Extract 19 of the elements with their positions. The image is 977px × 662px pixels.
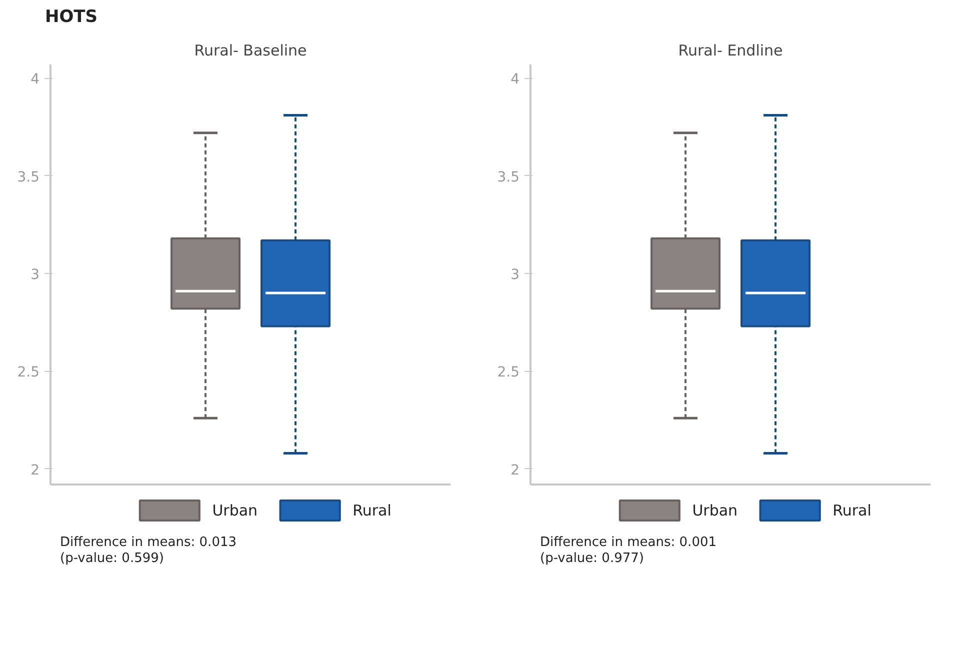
chart-subtitle: Rural- Baseline (194, 42, 307, 60)
y-tick-label: 3 (30, 267, 40, 284)
y-tick-label: 3 (510, 267, 520, 284)
legend-label: Urban (692, 502, 738, 520)
text: Difference in means: 0.001 (p-value: 0.977) (540, 535, 717, 566)
y-tick-label: 2.5 (497, 364, 520, 381)
legend-label: Rural (352, 502, 392, 520)
legend-label: Urban (212, 502, 258, 520)
y-tick-label: 2.5 (17, 364, 40, 381)
y-tick-label: 3.5 (497, 169, 520, 186)
y-tick-label: 2 (510, 462, 520, 478)
text: Difference in means: 0.013 (p-value: 0.599) (60, 535, 237, 566)
chart-title: HOTS (45, 6, 98, 29)
y-tick-label: 2 (30, 462, 40, 478)
y-tick-label: 4 (510, 72, 520, 88)
chart-subtitle: Rural- Endline (678, 42, 783, 60)
y-tick-label: 4 (30, 72, 40, 88)
legend-label: Rural (832, 502, 872, 520)
y-tick-label: 3.5 (17, 169, 40, 186)
